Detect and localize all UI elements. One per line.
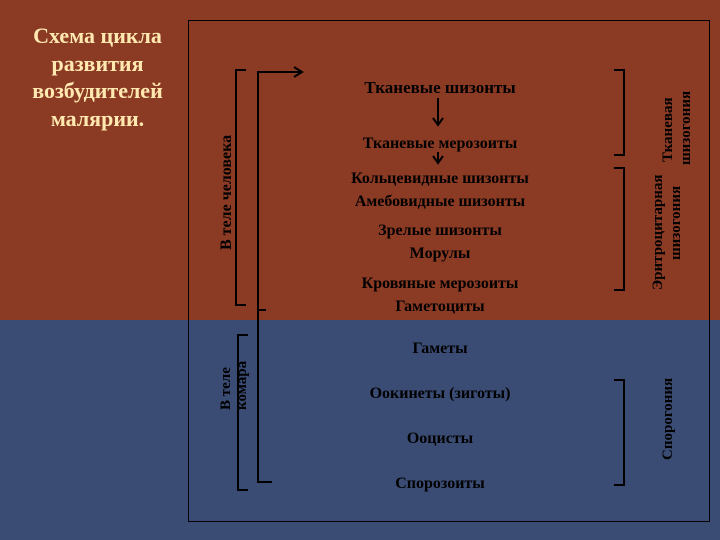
stage-s4: Амебовидные шизонты: [300, 193, 580, 211]
diagram-root: Схема цикла развития возбудителей маляри…: [0, 0, 720, 540]
left-label-human: В теле человека: [218, 135, 236, 250]
stage-s9: Гаметы: [300, 340, 580, 358]
stage-s11: Ооцисты: [300, 430, 580, 448]
left-label-mosq1: В теле: [218, 367, 235, 410]
stage-s5: Зрелые шизонты: [300, 222, 580, 240]
stage-s3: Кольцевидные шизонты: [300, 170, 580, 188]
right-label-t1: Тканевая: [660, 97, 677, 162]
stage-s12: Спорозоиты: [300, 475, 580, 493]
stage-s2: Тканевые мерозоиты: [300, 135, 580, 153]
right-label-e2: шизогония: [668, 186, 685, 260]
stage-s7: Кровяные мерозоиты: [300, 275, 580, 293]
left-label-mosq2: комара: [234, 361, 251, 410]
right-label-t2: шизогония: [678, 91, 695, 165]
right-label-e1: Эритроцитарная: [650, 175, 667, 291]
stage-s8: Гаметоциты: [300, 298, 580, 316]
stage-s10: Оокинеты (зиготы): [300, 385, 580, 403]
right-label-sp: Спорогония: [660, 378, 677, 460]
stage-s1: Тканевые шизонты: [300, 78, 580, 98]
stage-s6: Морулы: [300, 245, 580, 263]
